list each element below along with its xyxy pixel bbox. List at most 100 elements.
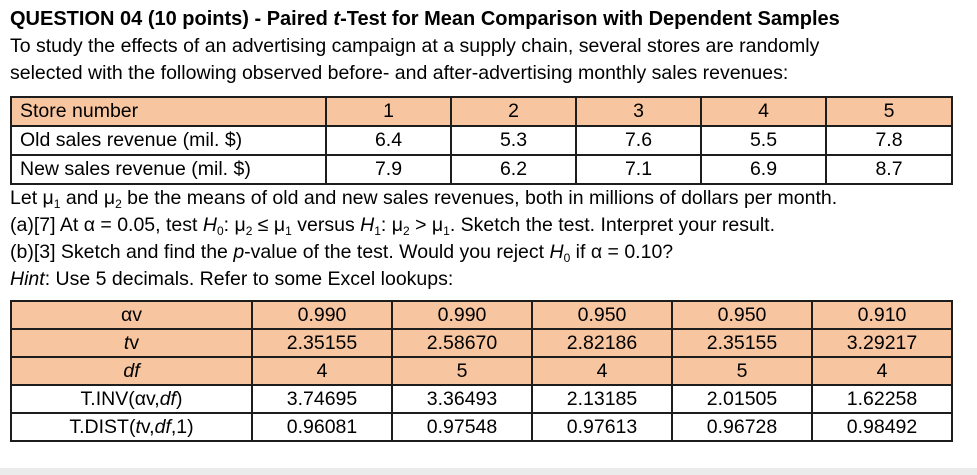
value-cell: 7.1: [575, 154, 702, 185]
text-segment: T.DIST(: [69, 415, 136, 438]
value-cell: 5.5: [700, 125, 827, 156]
text-segment: df: [123, 359, 140, 382]
text-segment: versus: [291, 214, 361, 236]
question-title: QUESTION 04 (10 points) - Paired t-Test …: [10, 5, 967, 33]
text-segment: : μ: [223, 214, 246, 236]
value-cell: 1.62258: [811, 384, 953, 414]
value-cell: 0.98492: [811, 412, 953, 442]
text-segment: H: [360, 214, 375, 236]
value-cell: 1: [325, 96, 452, 127]
means-definition-line: Let μ1 and μ2 be the means of old and ne…: [10, 185, 967, 212]
value-cell: 3: [575, 96, 702, 127]
value-cell: 0.990: [391, 300, 533, 330]
row-label-cell: T.DIST(tv,df,1): [10, 412, 253, 442]
excel-lookup-table: αv 0.990 0.990 0.950 0.950 0.910 tv 2.35155 2.58…: [10, 300, 953, 442]
value-cell: 5: [671, 356, 813, 386]
value-cell: 7.9: [325, 154, 452, 185]
value-cell: 6.9: [700, 154, 827, 185]
text-segment: p: [233, 241, 245, 263]
lookup-row: T.INV(αv,df) 3.74695 3.36493 2.13185 2.01505…: [10, 384, 953, 414]
intro-line-1: To study the effects of an advertising c…: [10, 35, 820, 57]
value-cell: 0.97613: [531, 412, 673, 442]
text-segment: : μ: [380, 214, 403, 236]
text-segment: 0: [563, 251, 571, 265]
value-cell: 7.6: [575, 125, 702, 156]
text-segment: 1: [285, 224, 292, 238]
value-cell: 2.35155: [251, 328, 393, 358]
text-segment: QUESTION 04 (10 points) - Paired: [10, 8, 334, 30]
row-label-cell: Old sales revenue (mil. $): [10, 125, 327, 156]
value-cell: 5: [391, 356, 533, 386]
text-segment: -Test for Mean Comparison with Dependent…: [340, 8, 840, 30]
text-segment: Let μ: [10, 187, 54, 209]
value-cell: 8.7: [825, 154, 953, 185]
sales-data-row: New sales revenue (mil. $) 7.9 6.2 7.1 6.9 8.…: [10, 154, 953, 185]
lookup-row: df 4 5 4 5 4: [10, 356, 953, 386]
hint-line: Hint: Use 5 decimals. Refer to some Exce…: [10, 266, 967, 293]
page-bottom-strip: [0, 468, 977, 475]
text-segment: t: [333, 8, 341, 30]
text-segment: : Use 5 decimals. Refer to some Excel lo…: [44, 268, 454, 290]
text-segment: H: [549, 241, 564, 263]
value-cell: 2.01505: [671, 384, 813, 414]
value-cell: 7.8: [825, 125, 953, 156]
text-segment: . Sketch the test. Interpret your result…: [449, 214, 775, 236]
value-cell: 0.97548: [391, 412, 533, 442]
value-cell: 3.74695: [251, 384, 393, 414]
text-segment: H: [202, 214, 217, 236]
text-segment: ,1): [170, 415, 194, 438]
text-segment: df: [159, 387, 176, 410]
text-segment: -value of the test. Would you reject: [244, 241, 550, 263]
lookup-row: T.DIST(tv,df,1) 0.96081 0.97548 0.97613 0.96…: [10, 412, 953, 442]
lookup-row: αv 0.990 0.990 0.950 0.950 0.910: [10, 300, 953, 330]
part-b-line: (b)[3] Sketch and find the p-value of th…: [10, 239, 967, 266]
text-segment: if α = 0.10?: [570, 241, 674, 263]
value-cell: 2: [450, 96, 577, 127]
row-label-cell: New sales revenue (mil. $): [10, 154, 327, 185]
value-cell: 2.58670: [391, 328, 533, 358]
text-segment: (a)[7] At α = 0.05, test: [10, 214, 203, 236]
row-label-cell: T.INV(αv,df): [10, 384, 253, 414]
sales-data-table: Store number 1 2 3 4 5 Old sales revenue (mil.…: [10, 96, 953, 185]
value-cell: 6.2: [450, 154, 577, 185]
text-segment: T.INV(αv,: [80, 387, 160, 410]
value-cell: 0.990: [251, 300, 393, 330]
text-segment: 2: [245, 224, 253, 238]
value-cell: 3.29217: [811, 328, 953, 358]
value-cell: 0.96728: [671, 412, 813, 442]
value-cell: 4: [700, 96, 827, 127]
text-segment: 0: [216, 224, 224, 238]
text-segment: be the means of old and new sales revenu…: [121, 187, 838, 209]
value-cell: 4: [531, 356, 673, 386]
text-segment: 2: [115, 197, 122, 211]
value-cell: 2.13185: [531, 384, 673, 414]
row-label-cell: αv: [10, 300, 253, 330]
value-cell: 6.4: [325, 125, 452, 156]
value-cell: 4: [811, 356, 953, 386]
text-segment: ≤ μ: [252, 214, 286, 236]
text-segment: αv: [120, 303, 143, 326]
value-cell: 5.3: [450, 125, 577, 156]
text-segment: 2: [403, 224, 410, 238]
value-cell: 2.82186: [531, 328, 673, 358]
text-segment: v,: [140, 415, 155, 438]
text-segment: > μ: [409, 214, 444, 236]
text-segment: ): [175, 387, 183, 410]
text-segment: t: [123, 331, 130, 354]
value-cell: 3.36493: [391, 384, 533, 414]
text-segment: df: [154, 415, 171, 438]
text-segment: (b)[3] Sketch and find the: [10, 241, 234, 263]
value-cell: 5: [825, 96, 953, 127]
text-segment: Hint: [10, 268, 45, 290]
text-segment: 1: [443, 224, 450, 238]
document-page: QUESTION 04 (10 points) - Paired t-Test …: [10, 5, 967, 442]
text-segment: v: [129, 331, 140, 354]
sales-header-row: Store number 1 2 3 4 5: [10, 96, 953, 127]
value-cell: 0.950: [671, 300, 813, 330]
value-cell: 0.950: [531, 300, 673, 330]
text-segment: 1: [53, 197, 61, 211]
row-label-cell: df: [10, 356, 253, 386]
row-label-cell: Store number: [10, 96, 327, 127]
lookup-row: tv 2.35155 2.58670 2.82186 2.35155 3.29217: [10, 328, 953, 358]
value-cell: 0.910: [811, 300, 953, 330]
